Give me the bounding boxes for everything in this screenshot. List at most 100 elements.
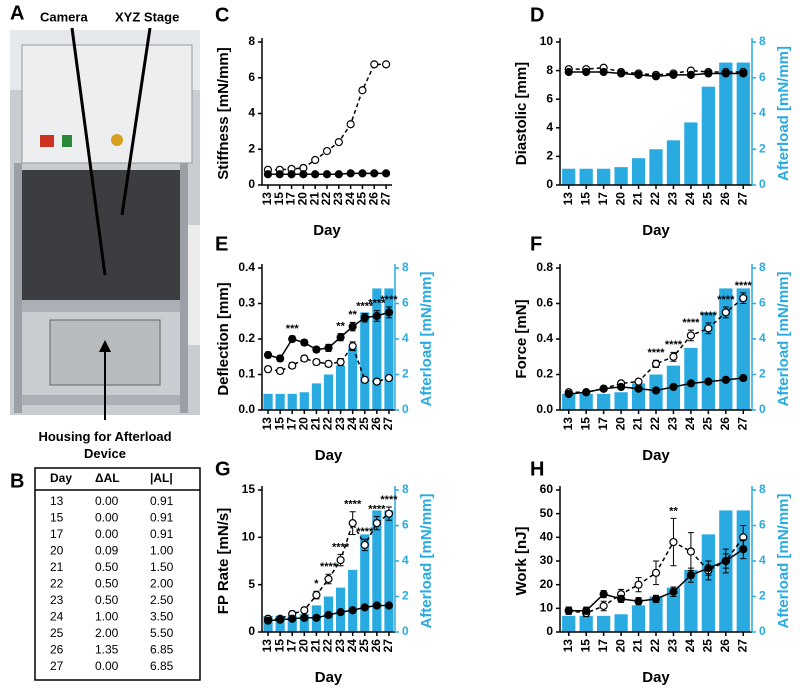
y2-tick-label: 6 xyxy=(402,296,409,310)
bar xyxy=(614,167,628,185)
x-tick-label: 23 xyxy=(666,639,680,653)
y2-tick-label: 0 xyxy=(759,402,766,416)
x-tick-label: 24 xyxy=(343,192,357,206)
point xyxy=(348,519,357,528)
point xyxy=(739,545,748,554)
x-tick-label: 23 xyxy=(333,639,347,653)
point xyxy=(599,601,608,611)
y2-tick-label: 2 xyxy=(759,589,766,603)
bar xyxy=(614,392,628,410)
x-tick-label: 25 xyxy=(701,639,715,653)
y2-axis-title: Afterload [mN/mm] xyxy=(775,271,792,406)
point xyxy=(599,384,608,393)
point xyxy=(263,170,273,179)
bar xyxy=(736,288,750,410)
bar xyxy=(275,615,285,632)
y2-tick-label: 2 xyxy=(402,589,409,603)
x-tick-label: 25 xyxy=(701,192,715,206)
table-cell: 1.50 xyxy=(150,560,174,574)
point xyxy=(669,70,678,79)
x-tick-label: 15 xyxy=(272,192,286,206)
bar xyxy=(684,347,698,410)
significance-label: **** xyxy=(368,298,386,310)
y-axis-title: Diastolic [mm] xyxy=(513,62,530,165)
table-cell: 6.85 xyxy=(150,659,174,673)
point xyxy=(334,170,343,179)
bar xyxy=(631,605,646,632)
x-tick-label: 26 xyxy=(366,192,380,206)
x-tick-label: 23 xyxy=(666,417,680,431)
y-tick-label: 60 xyxy=(540,482,554,496)
point xyxy=(324,610,333,620)
point xyxy=(651,72,661,81)
table-cell: 2.00 xyxy=(95,626,119,640)
point xyxy=(739,294,748,303)
bar xyxy=(287,615,297,632)
point xyxy=(739,69,748,78)
y-axis-title: Work [nJ] xyxy=(513,527,530,596)
table-cell: 0.50 xyxy=(95,560,119,574)
y2-tick-label: 6 xyxy=(402,518,409,532)
significance-label: *** xyxy=(286,323,300,335)
bar xyxy=(649,149,663,185)
point xyxy=(564,67,573,77)
point xyxy=(312,613,321,622)
point xyxy=(288,334,297,344)
y-tick-label: 20 xyxy=(540,577,554,591)
point xyxy=(616,69,626,78)
bar xyxy=(719,62,733,185)
photo-annotation: Housing for Afterload Device xyxy=(38,429,172,461)
y-tick-label: 0.0 xyxy=(536,402,553,416)
y2-tick-label: 2 xyxy=(759,367,766,381)
point xyxy=(669,587,678,596)
point xyxy=(299,170,308,179)
point xyxy=(275,170,284,179)
point xyxy=(336,608,345,617)
point xyxy=(300,613,309,622)
y-tick-label: 40 xyxy=(540,530,554,544)
point xyxy=(384,509,394,518)
x-tick-label: 24 xyxy=(683,417,697,431)
significance-label: **** xyxy=(682,317,700,329)
y-tick-label: 0.6 xyxy=(536,296,553,310)
x-tick-label: 24 xyxy=(683,192,697,206)
x-tick-label: 23 xyxy=(331,192,345,206)
point xyxy=(381,169,391,178)
x-tick-label: 21 xyxy=(631,639,645,653)
y-tick-label: 0.0 xyxy=(238,402,255,416)
point xyxy=(336,357,345,367)
y-tick-label: 50 xyxy=(540,506,554,520)
table-cell: 15 xyxy=(50,511,64,525)
point xyxy=(616,594,626,603)
x-tick-label: 24 xyxy=(345,639,359,653)
y-tick-label: 8 xyxy=(546,63,553,77)
bar xyxy=(597,393,611,410)
bar xyxy=(701,534,715,632)
point xyxy=(336,333,345,342)
point xyxy=(686,547,696,556)
table-cell: 0.91 xyxy=(150,527,174,541)
point xyxy=(651,359,661,368)
y2-tick-label: 8 xyxy=(759,260,766,274)
point xyxy=(312,345,321,354)
significance-label: ** xyxy=(336,321,345,333)
y-tick-label: 2 xyxy=(546,149,553,163)
significance-label: * xyxy=(314,578,319,590)
table-frame xyxy=(34,467,201,681)
point xyxy=(721,69,730,78)
x-tick-label: 26 xyxy=(718,639,732,653)
point xyxy=(370,169,379,178)
point xyxy=(288,614,297,623)
table-cell: 21 xyxy=(50,560,64,574)
x-tick-label: 25 xyxy=(357,639,371,653)
y2-axis-title: Afterload [mN/mm] xyxy=(418,271,435,406)
y2-tick-label: 0 xyxy=(402,402,409,416)
y-axis-title: Deflection [mm] xyxy=(215,282,232,395)
point xyxy=(721,556,730,566)
bar xyxy=(311,383,322,410)
point xyxy=(721,375,730,384)
y-tick-label: 0.2 xyxy=(238,331,255,345)
bar xyxy=(360,534,370,632)
table-cell: 1.00 xyxy=(150,544,174,558)
